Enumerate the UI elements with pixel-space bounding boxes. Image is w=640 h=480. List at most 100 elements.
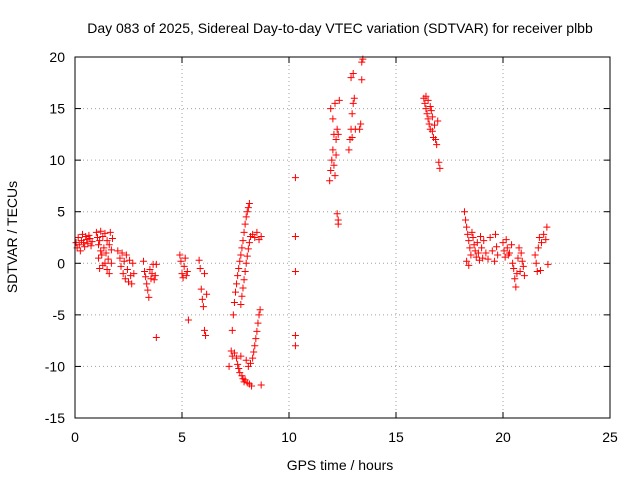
data-point (509, 259, 517, 267)
data-point (510, 264, 518, 272)
data-point (243, 252, 251, 260)
data-point (422, 105, 430, 113)
x-tick-label: 25 (602, 429, 618, 445)
data-point (488, 247, 496, 255)
data-point (538, 239, 546, 247)
x-tick-label: 0 (71, 429, 79, 445)
data-point (104, 255, 112, 263)
data-point (242, 356, 250, 364)
data-point (235, 264, 243, 272)
data-point (424, 115, 432, 123)
data-point (431, 121, 439, 129)
data-point (121, 275, 129, 283)
data-point (197, 285, 205, 293)
data-point (96, 264, 104, 272)
data-point (101, 259, 109, 267)
data-point (291, 331, 299, 339)
data-point (472, 253, 480, 261)
data-point (512, 283, 520, 291)
data-point (103, 237, 111, 245)
data-point (178, 270, 186, 278)
data-point (358, 58, 366, 66)
data-point (107, 259, 115, 267)
data-point (232, 288, 239, 296)
data-point (494, 251, 502, 259)
data-point (239, 237, 247, 245)
data-point (129, 259, 137, 267)
data-point (130, 270, 138, 278)
data-point (108, 235, 116, 243)
data-point (116, 254, 124, 262)
data-point (106, 228, 114, 236)
data-point (433, 141, 441, 149)
data-point (145, 293, 153, 301)
data-point (122, 251, 130, 259)
data-point (251, 342, 259, 350)
data-point (463, 257, 471, 265)
x-tick-label: 15 (388, 429, 404, 445)
data-point (118, 249, 126, 257)
data-point (81, 243, 89, 251)
data-point (427, 107, 435, 115)
data-point (327, 166, 335, 174)
data-point (256, 306, 264, 314)
data-point (460, 208, 468, 216)
y-tick-label: 15 (49, 101, 65, 117)
data-point (98, 251, 106, 259)
data-point (242, 259, 250, 267)
data-point (144, 286, 152, 294)
data-point (500, 247, 508, 255)
data-point (96, 237, 104, 245)
data-point (105, 270, 113, 278)
data-point (236, 257, 244, 265)
data-point (349, 70, 357, 78)
data-point (242, 213, 250, 221)
data-point (536, 267, 544, 275)
data-point (468, 228, 476, 236)
data-point (233, 354, 241, 362)
data-marks (72, 55, 552, 390)
data-point (428, 113, 436, 121)
data-point (181, 254, 189, 262)
data-point (119, 270, 127, 278)
data-point (520, 272, 528, 280)
data-point (514, 254, 522, 262)
x-axis-label: GPS time / hours (287, 457, 394, 473)
data-point (329, 115, 337, 123)
data-point (347, 74, 355, 82)
data-point (348, 133, 356, 141)
grid (75, 57, 610, 418)
data-point (107, 246, 115, 254)
data-point (85, 231, 93, 239)
y-axis-label: SDTVAR / TECUs (4, 181, 20, 293)
data-point (103, 265, 111, 273)
data-point (480, 237, 488, 245)
data-point (490, 257, 498, 265)
data-point (97, 227, 105, 235)
data-point (151, 272, 159, 280)
data-point (469, 234, 477, 241)
data-point (518, 257, 526, 265)
data-point (533, 268, 541, 276)
x-tick-label: 5 (178, 429, 186, 445)
data-point (479, 254, 487, 262)
data-point (241, 268, 249, 276)
data-point (473, 239, 481, 247)
data-point (358, 76, 366, 84)
data-point (253, 327, 261, 335)
data-point (434, 117, 442, 125)
data-point (326, 177, 334, 185)
data-point (492, 230, 500, 238)
tick-labels: 0 5 10 15 20 25 -15 -10 -5 0 5 10 15 20 (45, 49, 618, 445)
data-point (100, 244, 108, 252)
data-point (182, 272, 190, 280)
data-point (334, 130, 342, 138)
data-point (532, 259, 540, 267)
data-point (426, 103, 434, 111)
data-point (250, 348, 258, 356)
data-point (465, 261, 473, 269)
data-point (244, 245, 252, 253)
data-point (327, 105, 335, 113)
data-point (241, 220, 249, 228)
